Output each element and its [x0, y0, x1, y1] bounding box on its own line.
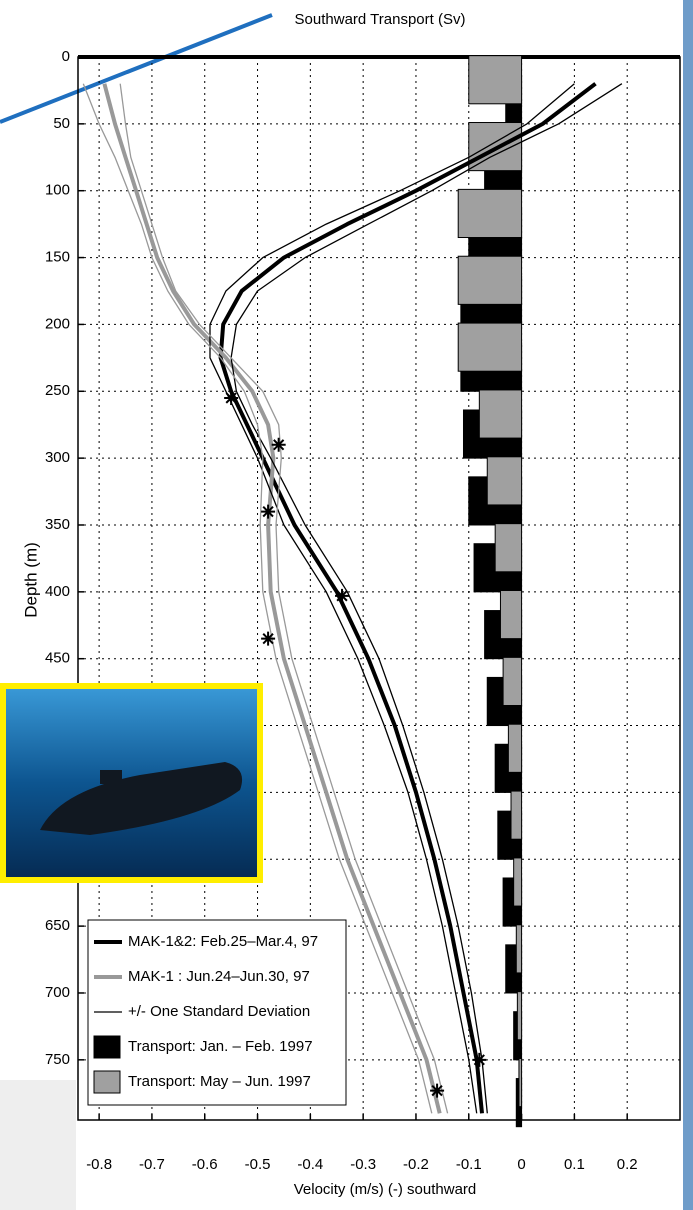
legend-swatch	[93, 1035, 121, 1059]
y-tick-label: 400	[45, 583, 70, 600]
y-tick-label: 100	[45, 182, 70, 199]
star-marker	[261, 504, 276, 519]
x-tick-label: 0.1	[564, 1156, 585, 1173]
star-marker	[224, 390, 239, 405]
transport-bar	[516, 991, 523, 1041]
y-tick-label: 150	[45, 249, 70, 266]
x-tick-label: 0.2	[617, 1156, 638, 1173]
x-tick-label: 0	[517, 1156, 525, 1173]
y-tick-label: 50	[53, 115, 70, 132]
x-tick-label: -0.2	[403, 1156, 429, 1173]
transport-bar	[515, 924, 523, 974]
transport-bar	[457, 322, 523, 372]
top-axis-title: Southward Transport (Sv)	[295, 11, 466, 28]
submarine	[40, 762, 243, 835]
transport-bar	[507, 723, 523, 773]
velocity-line	[102, 83, 442, 1114]
x-tick-label: -0.7	[139, 1156, 165, 1173]
y-tick-label: 450	[45, 650, 70, 667]
legend-label: MAK-1&2: Feb.25–Mar.4, 97	[128, 933, 318, 950]
y-tick-label: 250	[45, 382, 70, 399]
star-marker	[430, 1083, 445, 1098]
legend-swatch	[93, 1070, 121, 1094]
transport-bar	[513, 857, 523, 907]
transport-bar	[468, 55, 523, 105]
y-tick-label: 350	[45, 516, 70, 533]
transport-bar	[468, 122, 523, 172]
y-tick-label: 700	[45, 984, 70, 1001]
x-axis-label: Velocity (m/s) (-) southward	[294, 1181, 477, 1198]
transport-bar	[457, 255, 523, 305]
transport-bar	[502, 656, 523, 706]
background-strip	[0, 1080, 76, 1210]
star-marker	[261, 631, 276, 646]
submarine-sail	[100, 770, 122, 784]
star-marker	[335, 588, 350, 603]
photo-overlay	[0, 683, 263, 883]
y-tick-label: 750	[45, 1051, 70, 1068]
x-tick-label: -0.6	[192, 1156, 218, 1173]
transport-bar	[494, 523, 523, 573]
x-tick-label: -0.1	[456, 1156, 482, 1173]
window-edge	[683, 0, 693, 1210]
transport-bar	[478, 389, 523, 439]
annotation-arrow	[0, 13, 273, 124]
legend-label: Transport: Jan. – Feb. 1997	[128, 1038, 313, 1055]
x-tick-label: -0.3	[350, 1156, 376, 1173]
star-marker	[472, 1052, 487, 1067]
x-tick-label: -0.5	[245, 1156, 271, 1173]
transport-bar	[510, 790, 523, 840]
transport-bar	[518, 1057, 523, 1108]
velocity-line	[209, 83, 575, 1114]
legend-label: Transport: May – Jun. 1997	[128, 1073, 311, 1090]
velocity-line	[119, 83, 449, 1114]
legend-label: MAK-1 : Jun.24–Jun.30, 97	[128, 968, 310, 985]
y-tick-label: 0	[62, 48, 70, 65]
velocity-line	[82, 83, 433, 1114]
transport-bar	[457, 188, 523, 239]
y-tick-label: 200	[45, 315, 70, 332]
y-tick-label: 650	[45, 917, 70, 934]
x-tick-label: -0.8	[86, 1156, 112, 1173]
velocity-line	[218, 82, 597, 1114]
y-tick-label: 300	[45, 449, 70, 466]
transport-bar	[499, 590, 523, 640]
legend-box	[87, 919, 347, 1106]
x-tick-label: -0.4	[297, 1156, 323, 1173]
velocity-line	[230, 83, 623, 1114]
legend-label: +/- One Standard Deviation	[128, 1003, 310, 1020]
transport-bar	[486, 456, 523, 506]
y-axis-label: Depth (m)	[21, 542, 40, 618]
star-marker	[271, 437, 286, 452]
